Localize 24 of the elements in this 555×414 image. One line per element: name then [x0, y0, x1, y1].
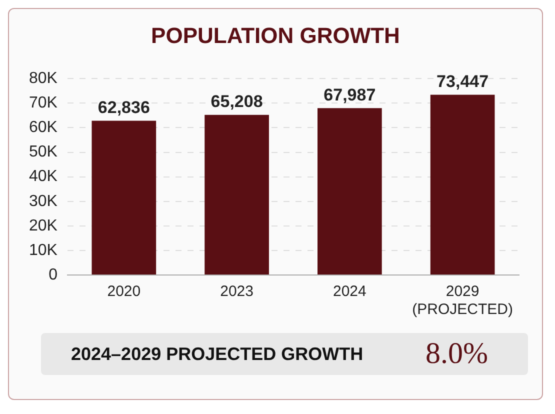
y-tick-label: 40K	[29, 168, 58, 186]
bar	[318, 108, 382, 274]
data-label: 65,208	[210, 92, 263, 112]
x-tick-label: 2024	[332, 283, 366, 300]
bar	[204, 114, 269, 274]
data-label: 62,836	[98, 98, 150, 117]
y-tick-label: 20K	[29, 217, 58, 234]
y-tick-label: 80K	[29, 70, 58, 88]
chart-title: POPULATION GROWTH	[150, 23, 401, 49]
y-tick-label: 70K	[29, 94, 58, 112]
text: 2024–2029 PROJECTED GROWTH	[71, 344, 364, 364]
y-tick-label: 0	[48, 266, 58, 284]
y-tick-label: 30K	[29, 192, 58, 210]
bar	[430, 94, 495, 274]
y-tick-label: 10K	[29, 242, 58, 259]
bar	[92, 120, 156, 274]
data-label: 67,987	[324, 85, 376, 104]
y-tick-label: 50K	[29, 144, 58, 161]
text: 8.0%	[426, 337, 488, 371]
x-tick-label: 2023	[220, 283, 254, 300]
x-tick-label: 2029 (PROJECTED)	[412, 283, 513, 318]
y-tick-label: 60K	[29, 119, 58, 136]
data-label: 73,447	[436, 72, 489, 91]
x-tick-label: 2020	[107, 283, 141, 300]
